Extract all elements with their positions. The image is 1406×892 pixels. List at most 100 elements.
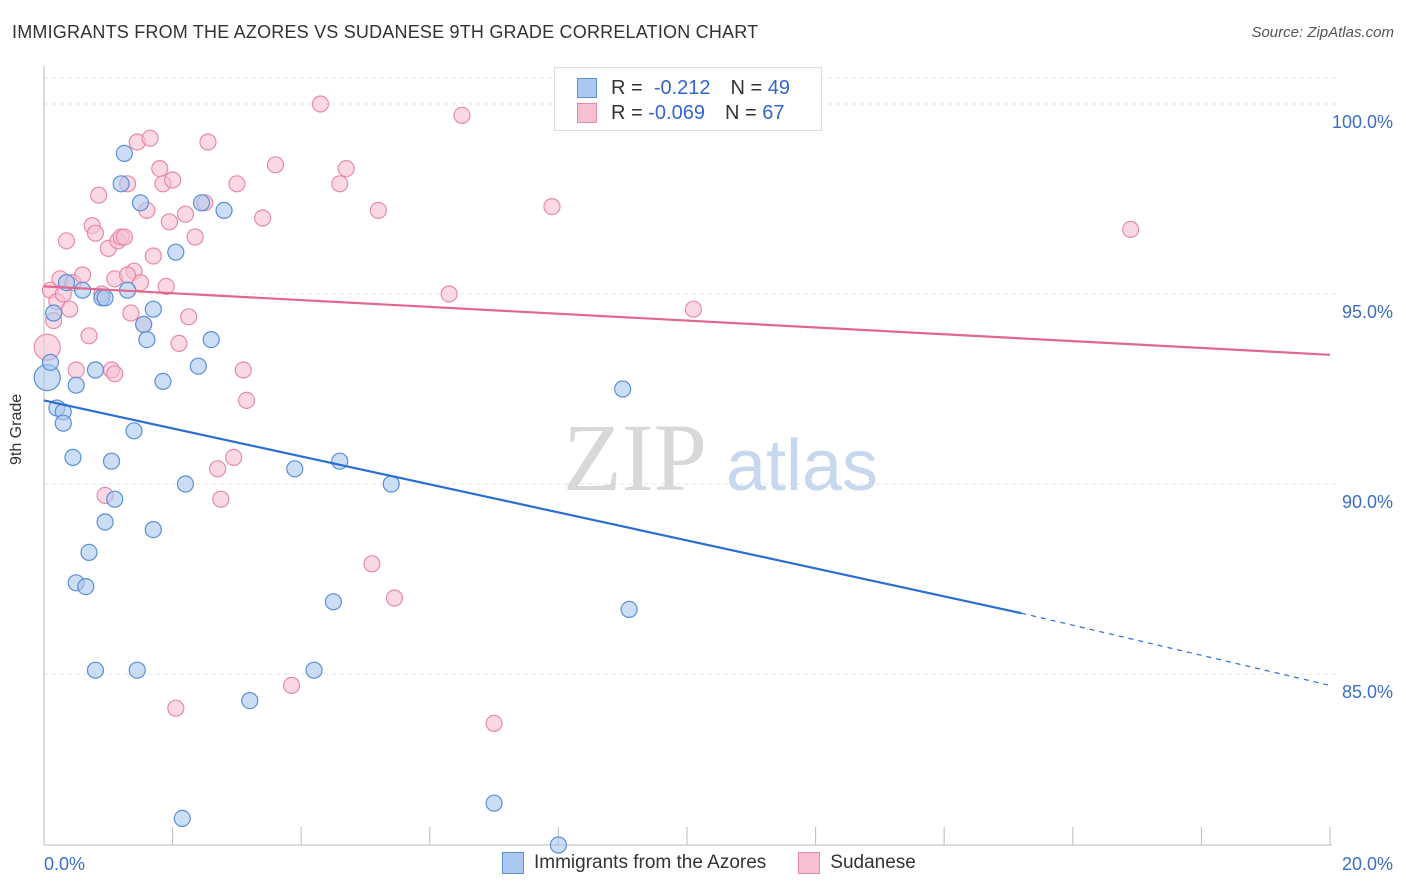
azores-point bbox=[173, 809, 191, 828]
sudanese-point bbox=[167, 699, 185, 717]
sudanese-point bbox=[180, 308, 198, 326]
azores-point bbox=[131, 194, 150, 212]
azores-point bbox=[167, 243, 185, 261]
sudanese-point bbox=[228, 175, 246, 193]
azores-point bbox=[112, 175, 130, 193]
azores-point bbox=[64, 448, 82, 466]
azores-point bbox=[189, 357, 207, 375]
watermark-atlas: atlas bbox=[726, 426, 878, 506]
sudanese-point bbox=[157, 277, 175, 295]
legend-label-azores: Immigrants from the Azores bbox=[534, 852, 767, 873]
legend-label-sudanese: Sudanese bbox=[830, 852, 916, 873]
azores-point bbox=[115, 144, 133, 162]
sudanese-point bbox=[440, 285, 458, 303]
series-legend: Immigrants from the Azores Sudanese bbox=[502, 852, 948, 874]
n-value: 49 bbox=[767, 76, 791, 99]
azores-legend-swatch bbox=[502, 852, 524, 874]
y-tick-label: 95.0% bbox=[1342, 302, 1393, 322]
sudanese-point bbox=[106, 365, 124, 383]
y-tick-label: 90.0% bbox=[1342, 492, 1393, 512]
azores-point bbox=[192, 194, 211, 212]
azores-trend-line bbox=[43, 399, 1022, 615]
azores-point bbox=[54, 414, 72, 432]
sudanese-point bbox=[118, 266, 137, 284]
x-tick-label: 20.0% bbox=[1342, 854, 1393, 874]
sudanese-point bbox=[151, 160, 169, 178]
azores-point bbox=[202, 331, 220, 349]
azores-point bbox=[96, 289, 114, 307]
y-tick-label: 85.0% bbox=[1342, 682, 1393, 702]
azores-point bbox=[324, 593, 342, 611]
azores-point bbox=[80, 543, 98, 562]
sudanese-point bbox=[331, 175, 349, 193]
azores-point bbox=[73, 281, 92, 299]
azores-point bbox=[241, 691, 259, 710]
sudanese-point bbox=[209, 460, 227, 478]
azores-point bbox=[144, 520, 162, 539]
azores-point bbox=[614, 380, 632, 398]
stats-legend: R = -0.212 N = 49 R = -0.069 N = 67 bbox=[554, 67, 822, 131]
data-points bbox=[33, 91, 1140, 854]
r-label: R = bbox=[611, 76, 643, 99]
sudanese-point bbox=[369, 201, 387, 219]
sudanese-point bbox=[141, 129, 159, 147]
azores-point bbox=[135, 315, 153, 333]
sudanese-point bbox=[234, 361, 252, 379]
azores-point bbox=[144, 300, 162, 318]
legend-item-azores[interactable]: Immigrants from the Azores bbox=[502, 852, 766, 874]
r-value: -0.069 bbox=[648, 101, 705, 124]
azores-point bbox=[620, 600, 638, 619]
source-credit: Source: ZipAtlas.com bbox=[1251, 24, 1394, 41]
sudanese-point bbox=[73, 266, 92, 284]
sudanese-point bbox=[212, 490, 230, 508]
sudanese-point bbox=[61, 300, 79, 318]
azores-point bbox=[77, 577, 95, 596]
sudanese-point bbox=[115, 228, 133, 246]
chart-title: IMMIGRANTS FROM THE AZORES VS SUDANESE 9… bbox=[12, 22, 759, 42]
azores-point bbox=[96, 513, 114, 531]
tick-labels: 85.0% 90.0% 95.0% 100.0% 0.0% 20.0% bbox=[44, 112, 1393, 874]
azores-point bbox=[128, 661, 146, 679]
sudanese-point bbox=[266, 156, 285, 174]
legend-item-sudanese[interactable]: Sudanese bbox=[798, 852, 916, 874]
r-value: -0.212 bbox=[653, 76, 711, 99]
n-value: 67 bbox=[762, 101, 785, 124]
stats-row-sudanese: R = -0.069 N = 67 bbox=[577, 101, 784, 125]
sudanese-point bbox=[144, 247, 162, 265]
sudanese-point bbox=[164, 171, 182, 189]
azores-point bbox=[67, 376, 85, 394]
stats-row-azores: R = -0.212 N = 49 bbox=[577, 76, 790, 100]
sudanese-point bbox=[311, 95, 330, 113]
sudanese-point bbox=[170, 334, 188, 352]
sudanese-point bbox=[90, 186, 108, 204]
azores-point bbox=[215, 201, 233, 219]
sudanese-point bbox=[453, 106, 471, 125]
sudanese-point bbox=[254, 209, 272, 227]
azores-point bbox=[41, 353, 60, 371]
azores-trend-extension bbox=[1021, 612, 1331, 686]
sudanese-point bbox=[1122, 220, 1140, 238]
sudanese-point bbox=[225, 448, 243, 466]
sudanese-point bbox=[385, 589, 404, 607]
sudanese-point bbox=[67, 361, 85, 379]
sudanese-point bbox=[543, 198, 561, 216]
sudanese-point bbox=[186, 228, 204, 246]
sudanese-swatch bbox=[577, 103, 597, 123]
sudanese-point bbox=[363, 555, 381, 573]
y-tick-label: 100.0% bbox=[1332, 112, 1393, 132]
sudanese-point bbox=[684, 300, 703, 318]
sudanese-point bbox=[337, 160, 355, 178]
azores-swatch bbox=[577, 78, 597, 98]
sudanese-point bbox=[237, 391, 256, 409]
sudanese-point bbox=[86, 224, 105, 242]
azores-point bbox=[154, 372, 172, 390]
r-label: R = bbox=[611, 101, 643, 124]
x-tick-label: 0.0% bbox=[44, 854, 85, 874]
sudanese-point bbox=[57, 232, 76, 250]
sudanese-point bbox=[485, 714, 503, 733]
azores-point bbox=[106, 490, 124, 508]
azores-point bbox=[125, 422, 143, 440]
axes bbox=[43, 66, 1332, 846]
azores-point bbox=[138, 331, 156, 349]
